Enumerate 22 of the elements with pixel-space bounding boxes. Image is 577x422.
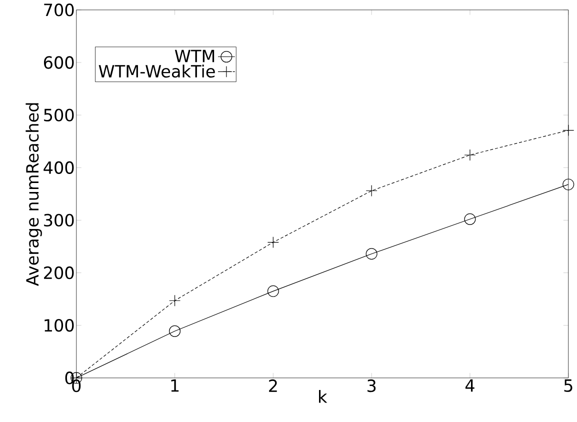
x-axis-title: k xyxy=(319,390,328,403)
y-tick-label: 100 xyxy=(44,319,74,332)
y-tick-label: 600 xyxy=(44,56,74,70)
y-tick-label: 400 xyxy=(44,161,74,174)
legend-label: WTM-WeakTie xyxy=(98,64,215,78)
point xyxy=(562,178,574,190)
point xyxy=(366,248,378,260)
point xyxy=(169,295,181,307)
x-tick-label: 4 xyxy=(465,380,474,392)
legend-label: WTM xyxy=(174,50,214,62)
y-tick-label: 700 xyxy=(44,4,74,16)
y-tick-label: 300 xyxy=(44,214,74,227)
x-tick-label: 5 xyxy=(564,380,572,392)
x-tick-label: 3 xyxy=(368,380,376,392)
point xyxy=(169,326,181,338)
y-axis-title: Average numReached xyxy=(26,103,42,286)
point xyxy=(267,286,279,298)
y-tick-label: 500 xyxy=(44,108,74,122)
y-tick-label: 200 xyxy=(44,266,74,280)
x-tick-label: 2 xyxy=(269,380,277,392)
point xyxy=(464,214,476,226)
x-tick-label: 1 xyxy=(171,380,179,392)
